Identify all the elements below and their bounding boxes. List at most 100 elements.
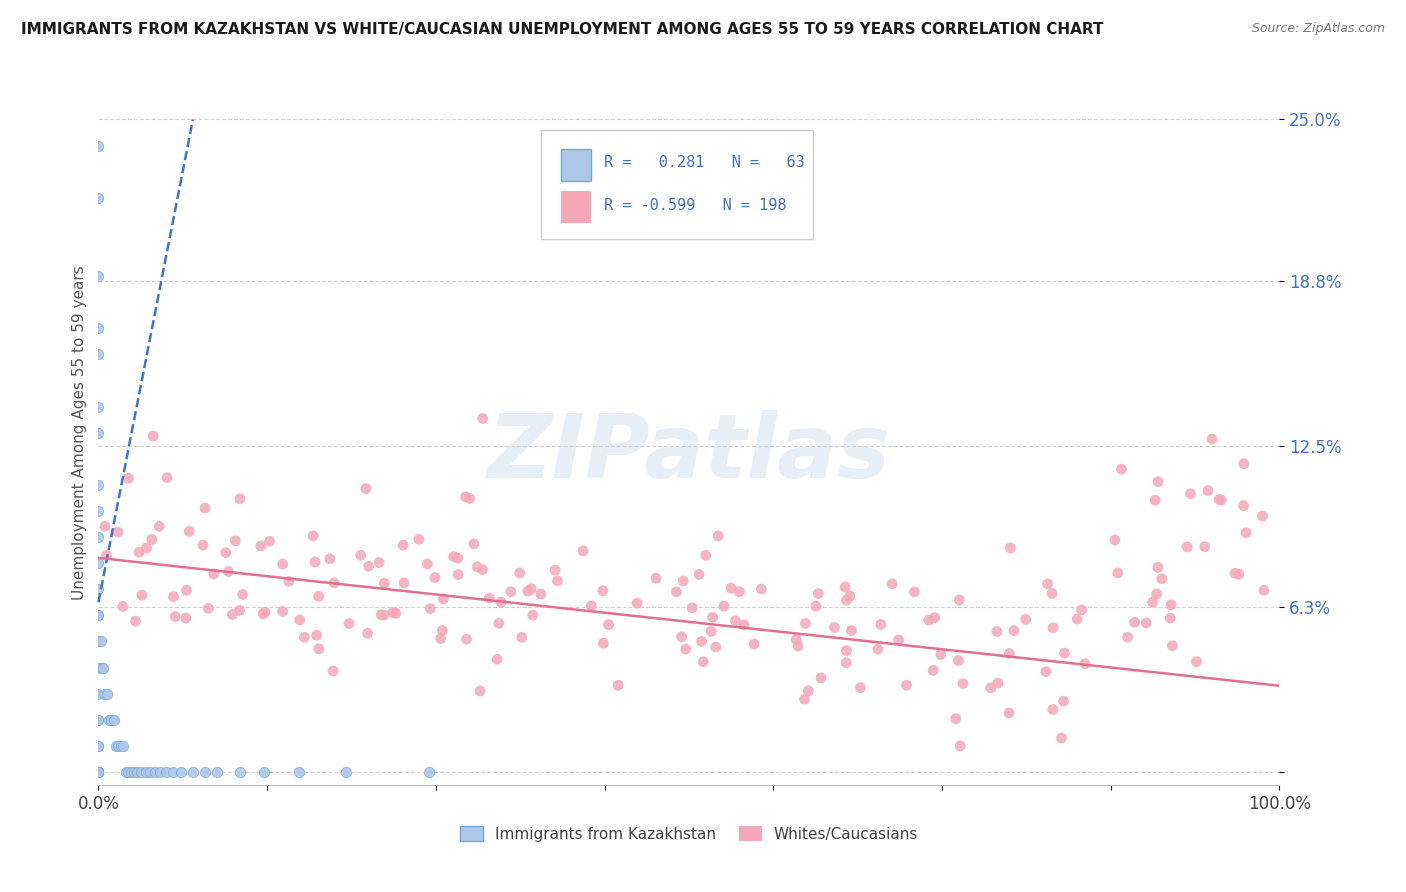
Point — [232, 587, 254, 601]
Point — [87, 634, 110, 648]
Point — [572, 544, 595, 558]
Point — [174, 611, 197, 625]
Point — [980, 681, 1002, 695]
Point — [253, 764, 276, 779]
Point — [91, 660, 114, 674]
Point — [1036, 577, 1059, 591]
Point — [87, 764, 110, 779]
Point — [110, 739, 132, 753]
Point — [724, 614, 747, 628]
Y-axis label: Unemployment Among Ages 55 to 59 years: Unemployment Among Ages 55 to 59 years — [72, 265, 87, 600]
Point — [516, 584, 538, 599]
Point — [841, 624, 863, 638]
Point — [250, 539, 273, 553]
Point — [308, 590, 330, 604]
Point — [471, 411, 494, 425]
Point — [253, 605, 276, 619]
Point — [87, 764, 110, 779]
Point — [797, 683, 820, 698]
Point — [354, 482, 377, 496]
Point — [87, 764, 110, 779]
Point — [1015, 612, 1038, 626]
Point — [1052, 694, 1074, 708]
Point — [87, 687, 110, 701]
Point — [794, 616, 817, 631]
Point — [948, 653, 970, 667]
Point — [922, 664, 945, 678]
Point — [1227, 567, 1250, 582]
Point — [117, 764, 139, 779]
Point — [1070, 603, 1092, 617]
Point — [443, 549, 465, 564]
Point — [229, 491, 252, 506]
Point — [1000, 541, 1022, 555]
Point — [148, 519, 170, 533]
Point — [319, 551, 342, 566]
Point — [1232, 499, 1254, 513]
Point — [337, 616, 360, 631]
Point — [672, 574, 695, 588]
Point — [1159, 611, 1181, 625]
Point — [170, 764, 193, 779]
Point — [1135, 615, 1157, 630]
Point — [998, 706, 1021, 720]
Point — [544, 563, 567, 577]
Point — [335, 764, 357, 779]
Point — [370, 607, 392, 622]
Point — [142, 429, 165, 443]
Point — [368, 556, 391, 570]
Point — [804, 599, 827, 614]
Point — [87, 764, 110, 779]
Point — [87, 347, 110, 361]
Point — [288, 613, 311, 627]
Point — [1142, 595, 1164, 609]
Point — [181, 764, 204, 779]
Point — [191, 538, 214, 552]
Point — [870, 617, 893, 632]
Point — [135, 764, 157, 779]
Point — [695, 549, 717, 563]
Point — [866, 642, 889, 657]
Point — [156, 471, 179, 485]
Point — [271, 557, 294, 571]
Point — [87, 556, 110, 570]
Point — [882, 577, 904, 591]
Point — [429, 632, 451, 646]
Point — [107, 739, 129, 753]
Point — [1074, 657, 1097, 671]
Point — [1040, 586, 1063, 600]
Text: R = -0.599   N = 198: R = -0.599 N = 198 — [605, 198, 786, 213]
Point — [373, 608, 395, 623]
Point — [87, 764, 110, 779]
Point — [929, 648, 952, 662]
Point — [488, 616, 510, 631]
Point — [432, 624, 454, 638]
Point — [700, 624, 723, 639]
Point — [463, 537, 485, 551]
Text: Source: ZipAtlas.com: Source: ZipAtlas.com — [1251, 22, 1385, 36]
Point — [692, 655, 714, 669]
Point — [998, 647, 1021, 661]
Point — [373, 576, 395, 591]
Point — [356, 626, 378, 640]
Point — [197, 601, 219, 615]
Point — [486, 652, 509, 666]
Point — [114, 764, 136, 779]
Point — [122, 764, 145, 779]
Point — [87, 321, 110, 335]
Point — [896, 678, 918, 692]
Point — [949, 739, 972, 753]
Point — [785, 632, 807, 647]
Point — [416, 557, 439, 571]
Point — [465, 560, 488, 574]
Point — [87, 268, 110, 283]
Point — [350, 548, 373, 562]
Point — [143, 764, 166, 779]
Point — [520, 582, 543, 596]
Point — [665, 584, 688, 599]
Point — [707, 529, 730, 543]
Point — [205, 764, 228, 779]
Point — [835, 656, 858, 670]
Point — [675, 642, 697, 657]
Point — [458, 491, 481, 506]
